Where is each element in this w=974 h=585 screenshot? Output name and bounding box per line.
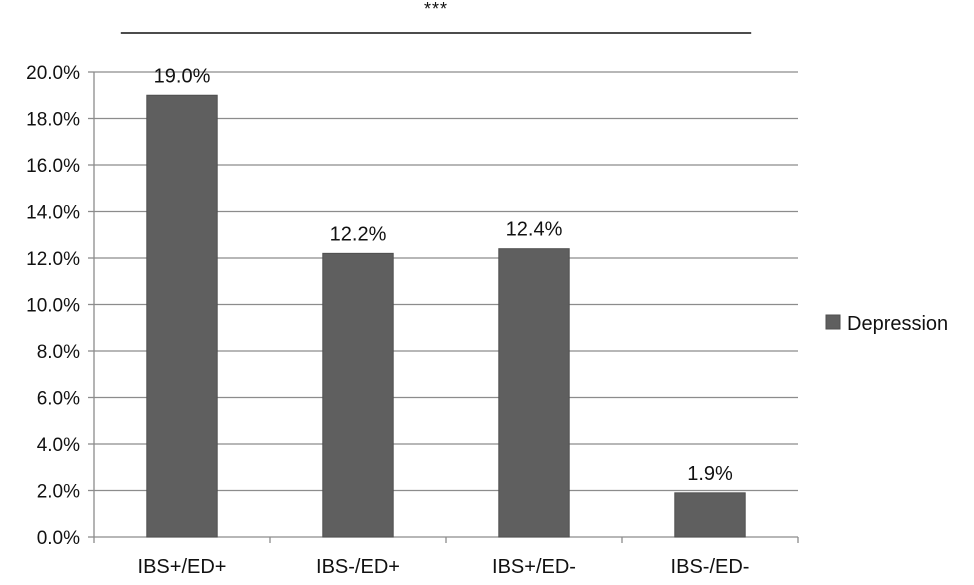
data-label: 1.9% xyxy=(687,463,733,485)
bar-ibs-ed- xyxy=(322,252,394,538)
x-category-label: IBS+/ED+ xyxy=(138,556,227,578)
y-tick-label: 4.0% xyxy=(37,435,80,456)
data-label: 19.0% xyxy=(154,65,211,87)
bar-ibs-ed- xyxy=(674,492,746,538)
data-label: 12.4% xyxy=(506,219,563,241)
y-tick-label: 2.0% xyxy=(37,482,80,503)
y-tick-label: 6.0% xyxy=(37,389,80,410)
y-tick-label: 0.0% xyxy=(37,528,80,549)
significance-marker: *** xyxy=(424,0,448,19)
y-tick-label: 20.0% xyxy=(26,63,80,84)
bar-ibs-ed- xyxy=(146,94,218,538)
y-tick-label: 10.0% xyxy=(26,296,80,317)
y-tick-label: 8.0% xyxy=(37,342,80,363)
x-category-label: IBS-/ED+ xyxy=(316,556,400,578)
data-label: 12.2% xyxy=(330,223,387,245)
bar-ibs-ed- xyxy=(498,248,570,538)
x-category-label: IBS+/ED- xyxy=(492,556,576,578)
legend-label-depression: Depression xyxy=(847,313,948,335)
legend-swatch xyxy=(825,314,841,330)
y-tick-label: 14.0% xyxy=(26,203,80,224)
y-tick-label: 16.0% xyxy=(26,156,80,177)
x-category-label: IBS-/ED- xyxy=(671,556,750,578)
y-tick-label: 12.0% xyxy=(26,249,80,270)
y-tick-label: 18.0% xyxy=(26,110,80,131)
